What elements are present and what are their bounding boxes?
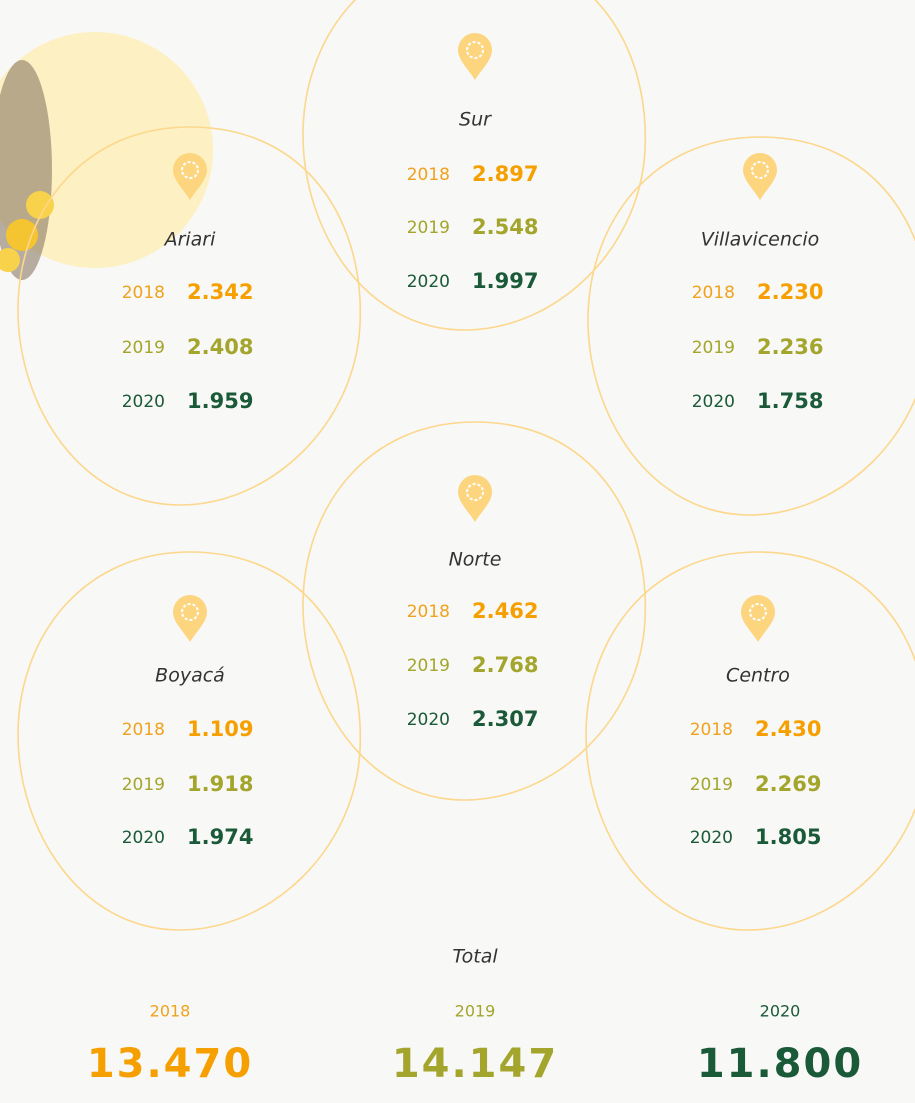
year: 2019 [690, 775, 733, 795]
region-name: Villavicencio [701, 229, 820, 251]
pin-icon [173, 153, 207, 200]
value: 2.342 [187, 280, 253, 304]
value: 2.462 [472, 599, 538, 623]
region-name: Norte [449, 549, 502, 571]
value: 2.430 [755, 717, 821, 741]
decoration [0, 32, 213, 280]
total-label: Total [452, 946, 498, 968]
region-name: Sur [459, 109, 492, 131]
value: 1.959 [187, 389, 253, 413]
year: 2018 [407, 602, 450, 622]
pin-gear [181, 161, 199, 179]
region-name: Centro [726, 665, 790, 687]
total-value: 13.470 [87, 1041, 253, 1087]
region-name: Boyacá [155, 665, 225, 687]
region-outline [302, 0, 647, 331]
pin [173, 153, 207, 200]
pin-gear [751, 161, 769, 179]
value: 2.236 [757, 335, 823, 359]
pin [743, 153, 777, 200]
value: 1.109 [187, 717, 253, 741]
pin-icon [173, 595, 207, 642]
total-year: 2018 [150, 1002, 191, 1021]
year: 2020 [690, 828, 733, 848]
pin-icon [741, 595, 775, 642]
total-year: 2019 [455, 1002, 496, 1021]
year: 2019 [692, 338, 735, 358]
pin [741, 595, 775, 642]
value: 1.805 [755, 825, 821, 849]
total-year: 2020 [760, 1002, 801, 1021]
region-outline [17, 126, 362, 506]
year: 2019 [122, 775, 165, 795]
value: 2.548 [472, 215, 538, 239]
year: 2018 [407, 165, 450, 185]
value: 1.918 [187, 772, 253, 796]
value: 1.974 [187, 825, 253, 849]
value: 2.897 [472, 162, 538, 186]
value: 1.758 [757, 389, 823, 413]
pin-icon [743, 153, 777, 200]
content: Ariari 2018 2.342 2019 2.408 2020 1.959 Sur 2018… [87, 33, 863, 1087]
year: 2018 [122, 283, 165, 303]
year: 2018 [690, 720, 733, 740]
pin [173, 595, 207, 642]
total-value: 14.147 [392, 1041, 558, 1087]
year: 2020 [407, 272, 450, 292]
year: 2018 [122, 720, 165, 740]
value: 2.269 [755, 772, 821, 796]
pin [458, 33, 492, 80]
value: 2.230 [757, 280, 823, 304]
blobs [17, 0, 915, 931]
pin [458, 475, 492, 522]
year: 2020 [122, 828, 165, 848]
year: 2020 [407, 710, 450, 730]
year: 2018 [692, 283, 735, 303]
region-outline [17, 551, 362, 931]
value: 2.307 [472, 707, 538, 731]
value: 2.408 [187, 335, 253, 359]
region-outline [587, 136, 915, 516]
year: 2020 [692, 392, 735, 412]
year: 2019 [407, 218, 450, 238]
region-outline [585, 551, 915, 931]
region-name: Ariari [163, 229, 217, 251]
pin-gear [466, 483, 484, 501]
value: 1.997 [472, 269, 538, 293]
year: 2019 [407, 656, 450, 676]
pin-icon [458, 475, 492, 522]
year: 2019 [122, 338, 165, 358]
year: 2020 [122, 392, 165, 412]
pin-gear [466, 41, 484, 59]
value: 2.768 [472, 653, 538, 677]
pin-gear [749, 603, 767, 621]
total-value: 11.800 [697, 1041, 863, 1087]
region-outline [302, 421, 647, 801]
pin-gear [181, 603, 199, 621]
pin-icon [458, 33, 492, 80]
